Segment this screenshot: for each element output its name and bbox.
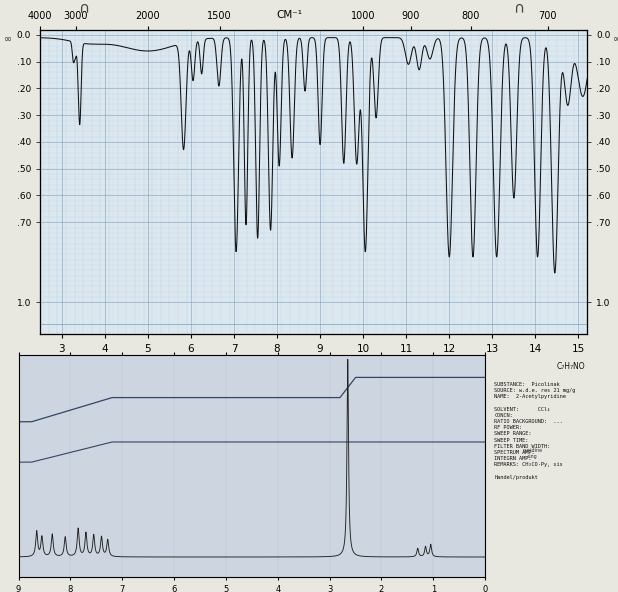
Text: ∩: ∩ <box>513 1 524 16</box>
Text: SUBSTANCE:  Picolinak
SOURCE: w.d.e. res 21 mg/g
NAME:  2-Acetylpyridine

SOLVEN: SUBSTANCE: Picolinak SOURCE: w.d.e. res … <box>494 382 575 480</box>
Text: C₇H₇NO: C₇H₇NO <box>557 362 585 371</box>
Text: ∩: ∩ <box>78 1 90 16</box>
Text: CM⁻¹: CM⁻¹ <box>276 11 302 21</box>
X-axis label: WAVELENGTH  (MICRONS): WAVELENGTH (MICRONS) <box>241 356 386 366</box>
Text: ∞: ∞ <box>613 34 618 44</box>
Text: ∞: ∞ <box>4 34 12 44</box>
Text: pyridine
ring: pyridine ring <box>522 449 543 459</box>
